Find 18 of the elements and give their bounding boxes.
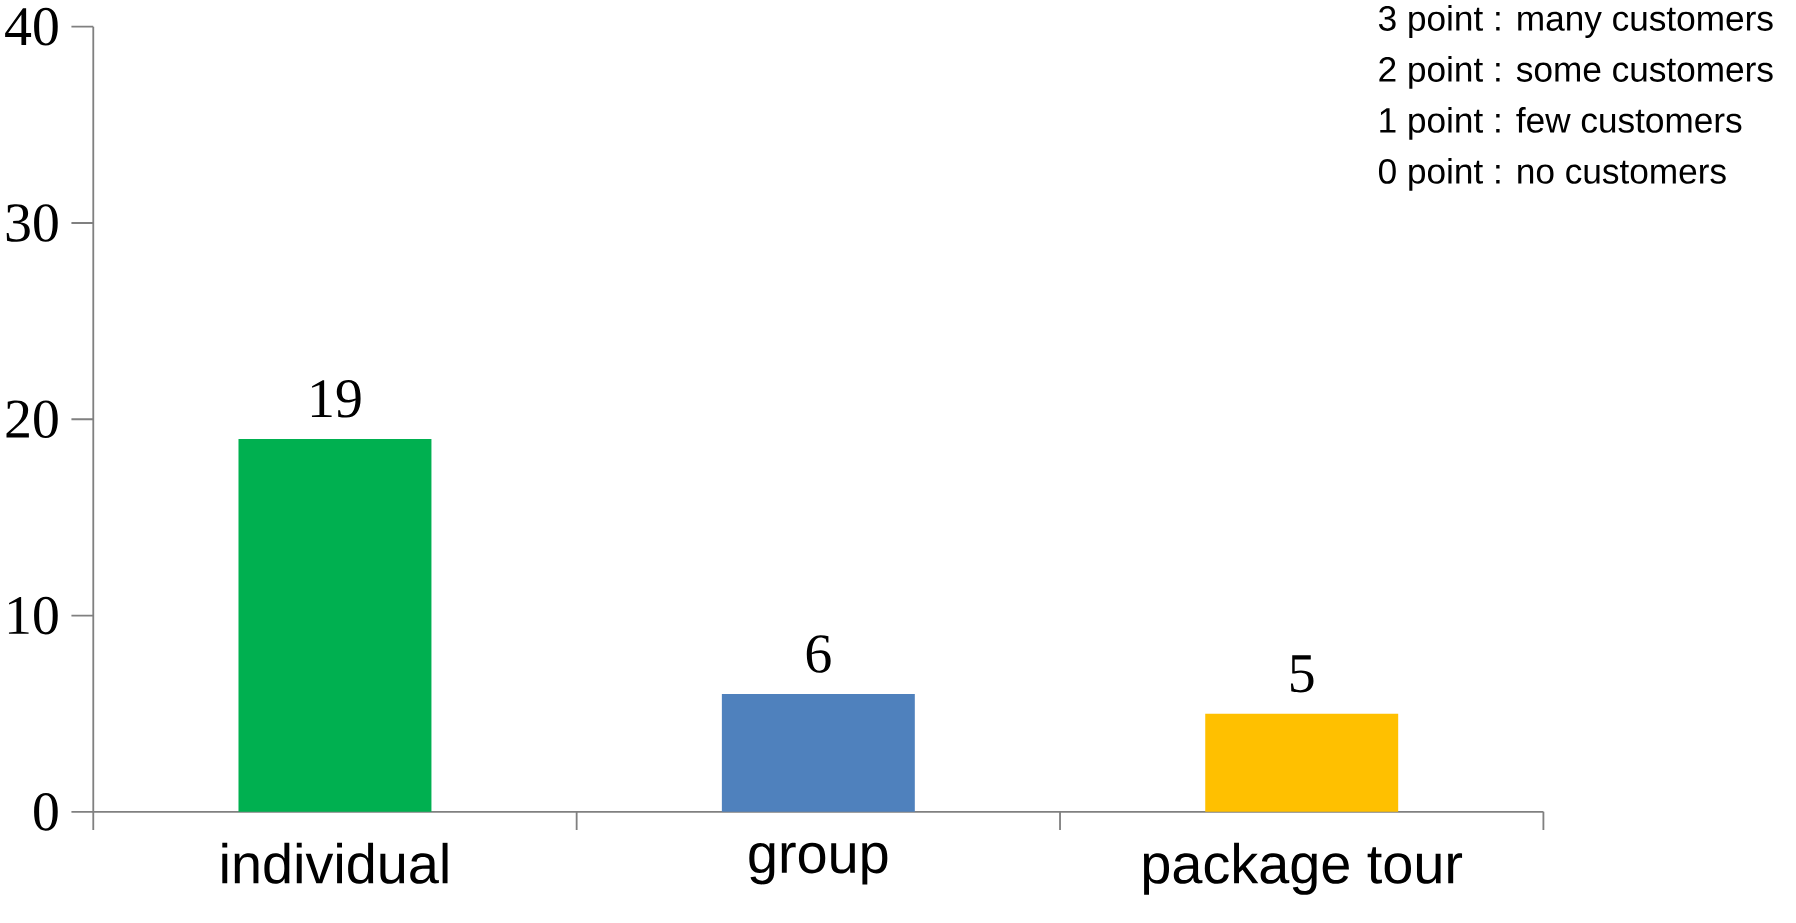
bar bbox=[1205, 713, 1399, 812]
annotation: 2 point : some customers bbox=[1379, 56, 1773, 89]
x-tick-label: package tour bbox=[1143, 842, 1463, 895]
bar bbox=[721, 694, 915, 812]
data-label: 5 bbox=[1291, 655, 1314, 693]
y-tick-label: 40 bbox=[5, 7, 58, 46]
annotation: 3 point : many customers bbox=[1378, 5, 1773, 38]
y-tick-label: 30 bbox=[6, 204, 58, 242]
annotation: 1 point : few customers bbox=[1380, 107, 1742, 140]
y-tick-label: 20 bbox=[6, 400, 58, 439]
x-tick-label: individual bbox=[222, 842, 448, 884]
data-label: 6 bbox=[806, 635, 831, 673]
y-tick-label: 0 bbox=[34, 793, 58, 831]
data-label: 19 bbox=[311, 380, 361, 418]
annotation: 0 point : no customers bbox=[1378, 158, 1726, 191]
y-tick-label: 10 bbox=[8, 596, 58, 635]
x-tick-label: group bbox=[749, 842, 888, 885]
bar bbox=[238, 438, 432, 812]
